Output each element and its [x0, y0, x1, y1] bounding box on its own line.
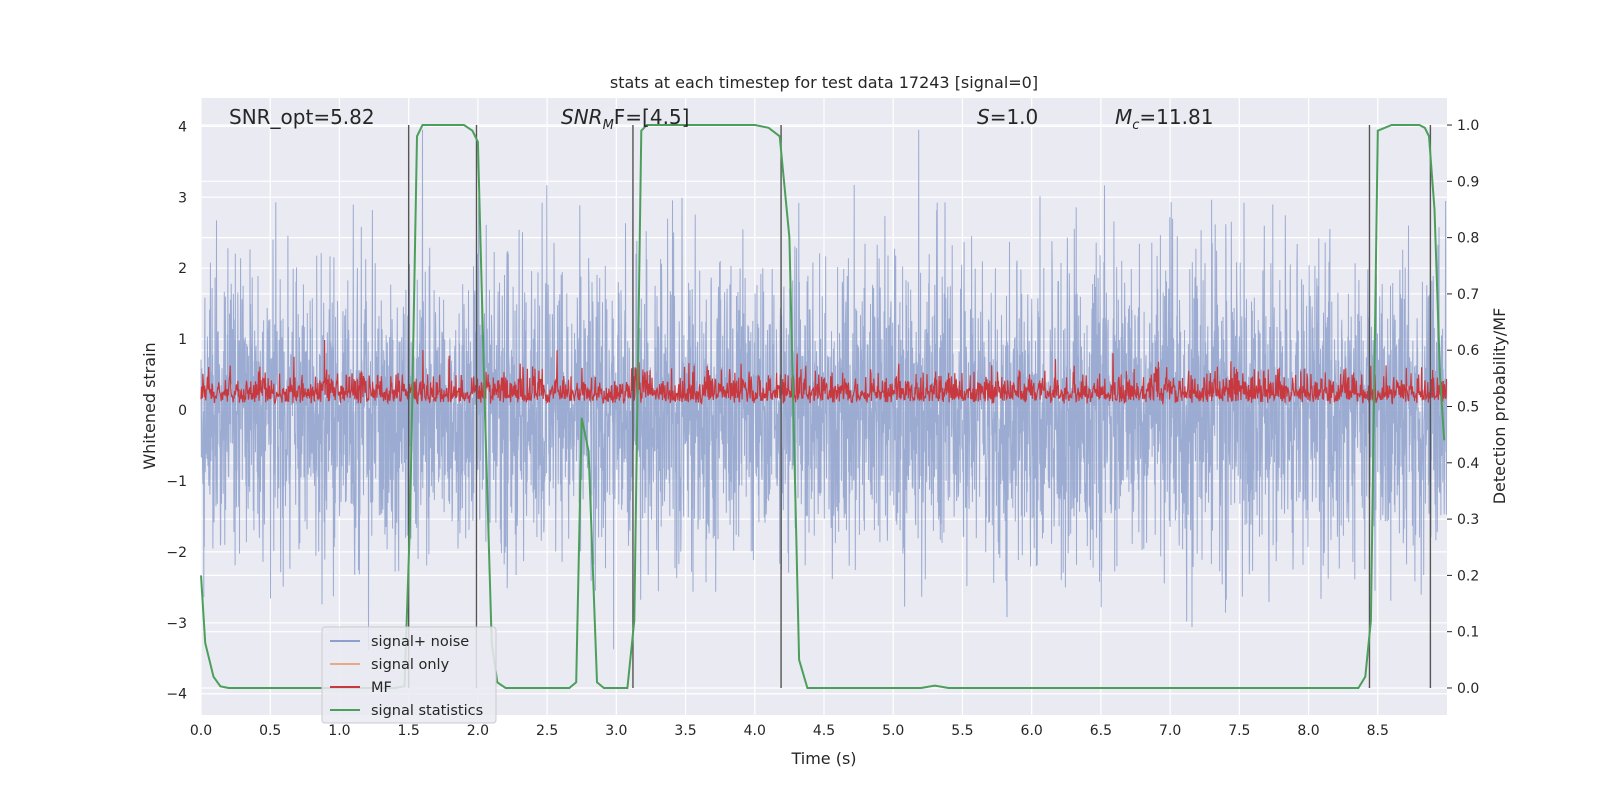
- y2-axis-label: Detection probability/MF: [1490, 308, 1509, 505]
- y2-tick-label: 0.9: [1457, 174, 1479, 190]
- y-tick-labels: 4 3 2 1 0 −1 −2 −3 −4: [166, 119, 187, 702]
- y-tick-label: 2: [178, 261, 187, 277]
- s-annotation: S=1.0: [977, 105, 1038, 129]
- signal-statistics-series: [200, 124, 1446, 689]
- x-tick-label: 8.5: [1367, 723, 1389, 739]
- y2-tick-labels: 1.0 0.9 0.8 0.7 0.6 0.5 0.4 0.3 0.2 0.1 0.0: [1447, 118, 1479, 697]
- x-tick-label: 5.0: [882, 723, 904, 739]
- chart-title: stats at each timestep for test data 172…: [610, 73, 1038, 92]
- y-tick-label: 1: [178, 332, 187, 348]
- legend-label-signal-only: signal only: [371, 657, 450, 673]
- snr-opt-annotation: SNR_opt=5.82: [229, 105, 375, 129]
- x-tick-label: 0.5: [259, 723, 281, 739]
- x-axis-label: Time (s): [790, 749, 856, 768]
- y2-tick-label: 0.5: [1457, 400, 1479, 416]
- y2-tick-label: 0.1: [1457, 625, 1479, 641]
- y-tick-label: −2: [166, 545, 187, 561]
- vertical-markers: [407, 125, 1432, 688]
- x-tick-label: 5.5: [951, 723, 973, 739]
- y-tick-label: −3: [166, 616, 187, 632]
- x-tick-label: 7.5: [1228, 723, 1250, 739]
- legend-label-mf: MF: [371, 680, 392, 696]
- y2-tick-label: 0.6: [1457, 343, 1479, 359]
- x-tick-label: 4.5: [813, 723, 835, 739]
- y2-tick-label: 0.3: [1457, 512, 1479, 528]
- x-tick-label: 1.0: [328, 723, 350, 739]
- y2-tick-label: 0.7: [1457, 287, 1479, 303]
- y-tick-label: 3: [178, 190, 187, 206]
- snr-mf-annotation: SNRMF=[4.5]: [561, 105, 689, 133]
- mc-var: M: [1115, 105, 1132, 129]
- s-var: S: [977, 105, 990, 129]
- mc-sub: c: [1132, 118, 1139, 133]
- mc-val: =11.81: [1139, 105, 1213, 129]
- y-tick-label: −1: [166, 474, 187, 490]
- snr-mf-main: SNR: [561, 105, 603, 129]
- y2-tick-label: 1.0: [1457, 118, 1479, 134]
- x-tick-label: 3.5: [674, 723, 696, 739]
- x-tick-label: 3.0: [605, 723, 627, 739]
- x-tick-label: 2.0: [467, 723, 489, 739]
- x-tick-label: 1.5: [398, 723, 420, 739]
- legend: signal+ noise signal only MF signal stat…: [321, 626, 497, 724]
- x-tick-label: 0.0: [190, 723, 212, 739]
- y2-tick-label: 0.4: [1457, 456, 1479, 472]
- x-tick-label: 8.0: [1297, 723, 1319, 739]
- snr-mf-rest: F=[4.5]: [614, 105, 690, 129]
- s-val: =1.0: [990, 105, 1039, 129]
- mc-annotation: Mc=11.81: [1115, 105, 1213, 133]
- x-tick-label: 4.0: [744, 723, 766, 739]
- y-tick-label: 0: [178, 403, 187, 419]
- x-tick-label: 7.0: [1159, 723, 1181, 739]
- x-tick-label: 6.0: [1021, 723, 1043, 739]
- x-tick-label: 2.5: [536, 723, 558, 739]
- y2-tick-label: 0.0: [1457, 681, 1479, 697]
- y2-tick-label: 0.8: [1457, 231, 1479, 247]
- snr-mf-sub: M: [603, 118, 614, 133]
- legend-label-signal-noise: signal+ noise: [371, 634, 469, 650]
- y-tick-label: 4: [178, 119, 187, 135]
- y-axis-label: Whitened strain: [140, 342, 159, 469]
- legend-box: [321, 626, 497, 724]
- x-tick-labels: 0.0 0.5 1.0 1.5 2.0 2.5 3.0 3.5 4.0 4.5 5.0 5.5 6.0 6…: [190, 723, 1389, 739]
- y-tick-label: −4: [166, 687, 187, 703]
- y2-tick-label: 0.2: [1457, 568, 1479, 584]
- signal-statistics-line: [200, 124, 1446, 689]
- x-tick-label: 6.5: [1090, 723, 1112, 739]
- legend-label-signal-statistics: signal statistics: [371, 703, 483, 719]
